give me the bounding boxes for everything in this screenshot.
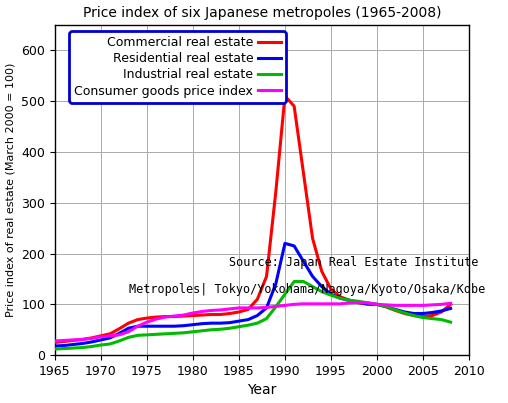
Text: Source: Japan Real Estate Institute: Source: Japan Real Estate Institute bbox=[229, 256, 478, 269]
Title: Price index of six Japanese metropoles (1965-2008): Price index of six Japanese metropoles (… bbox=[83, 6, 441, 20]
X-axis label: Year: Year bbox=[247, 383, 277, 397]
Legend: Commercial real estate, Residential real estate, Industrial real estate, Consume: Commercial real estate, Residential real… bbox=[70, 31, 285, 102]
Text: Metropoles| Tokyo/Yokohama/Nagoya/Kyoto/Osaka/Kobe: Metropoles| Tokyo/Yokohama/Nagoya/Kyoto/… bbox=[130, 283, 486, 295]
Y-axis label: Price index of real estate (March 2000 = 100): Price index of real estate (March 2000 =… bbox=[6, 63, 16, 317]
